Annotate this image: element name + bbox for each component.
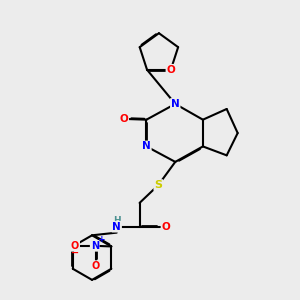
Text: N: N <box>171 99 180 109</box>
Text: O: O <box>92 261 100 271</box>
Text: +: + <box>98 236 106 244</box>
Text: N: N <box>142 141 151 152</box>
Text: O: O <box>162 222 170 232</box>
Text: O: O <box>71 241 79 251</box>
Text: O: O <box>119 114 128 124</box>
Text: N: N <box>91 241 99 251</box>
Text: N: N <box>112 222 121 232</box>
Text: H: H <box>113 216 121 225</box>
Text: −: − <box>71 248 79 258</box>
Text: O: O <box>167 65 175 75</box>
Text: S: S <box>154 180 162 190</box>
